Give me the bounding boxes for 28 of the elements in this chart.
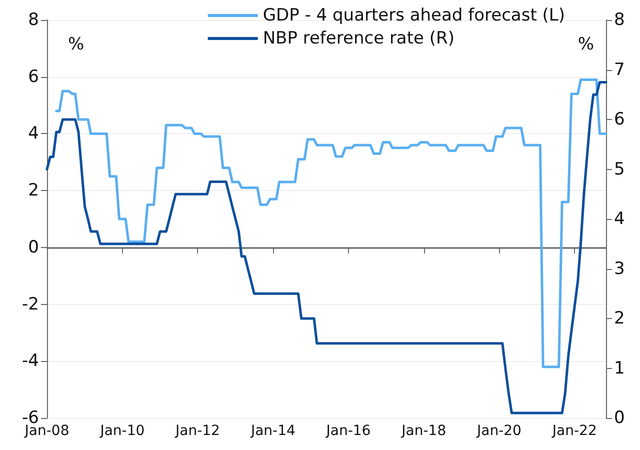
y-tick-label: 6 — [28, 66, 39, 87]
y-tick-label: 4 — [28, 124, 39, 144]
y2-tick-label: 0 — [614, 408, 625, 428]
y-tick-label: -2 — [22, 294, 39, 314]
x-tick-label: Jan-12 — [174, 423, 220, 439]
y2-tick-label: 5 — [614, 159, 625, 180]
y2-tick-label: 1 — [614, 358, 625, 378]
y2-tick-label: 2 — [614, 308, 625, 328]
y-tick-label: 8 — [28, 10, 39, 30]
x-tick-label: Jan-20 — [476, 423, 522, 439]
y2-tick-label: 4 — [614, 209, 625, 229]
x-tick-label: Jan-10 — [99, 423, 145, 439]
legend-label: GDP - 4 quarters ahead forecast (L) — [262, 6, 566, 26]
x-tick-label: Jan-16 — [325, 423, 371, 439]
y2-tick-label: 8 — [614, 10, 625, 30]
x-tick-label: Jan-22 — [551, 423, 597, 439]
y-tick-label: 0 — [28, 237, 39, 258]
y2-axis-title: % — [578, 34, 594, 54]
y-tick-label: 2 — [28, 180, 39, 201]
y2-tick-label: 6 — [614, 110, 625, 130]
y2-tick-label: 7 — [614, 60, 625, 80]
x-tick-label: Jan-14 — [250, 423, 296, 439]
x-tick-label: Jan-18 — [400, 423, 446, 439]
legend-label: NBP reference rate (R) — [262, 28, 454, 48]
line-series — [55, 78, 608, 368]
y2-tick-label: 3 — [614, 258, 625, 279]
y-tick-label: -4 — [22, 351, 39, 372]
y-axis-title: % — [68, 34, 84, 54]
